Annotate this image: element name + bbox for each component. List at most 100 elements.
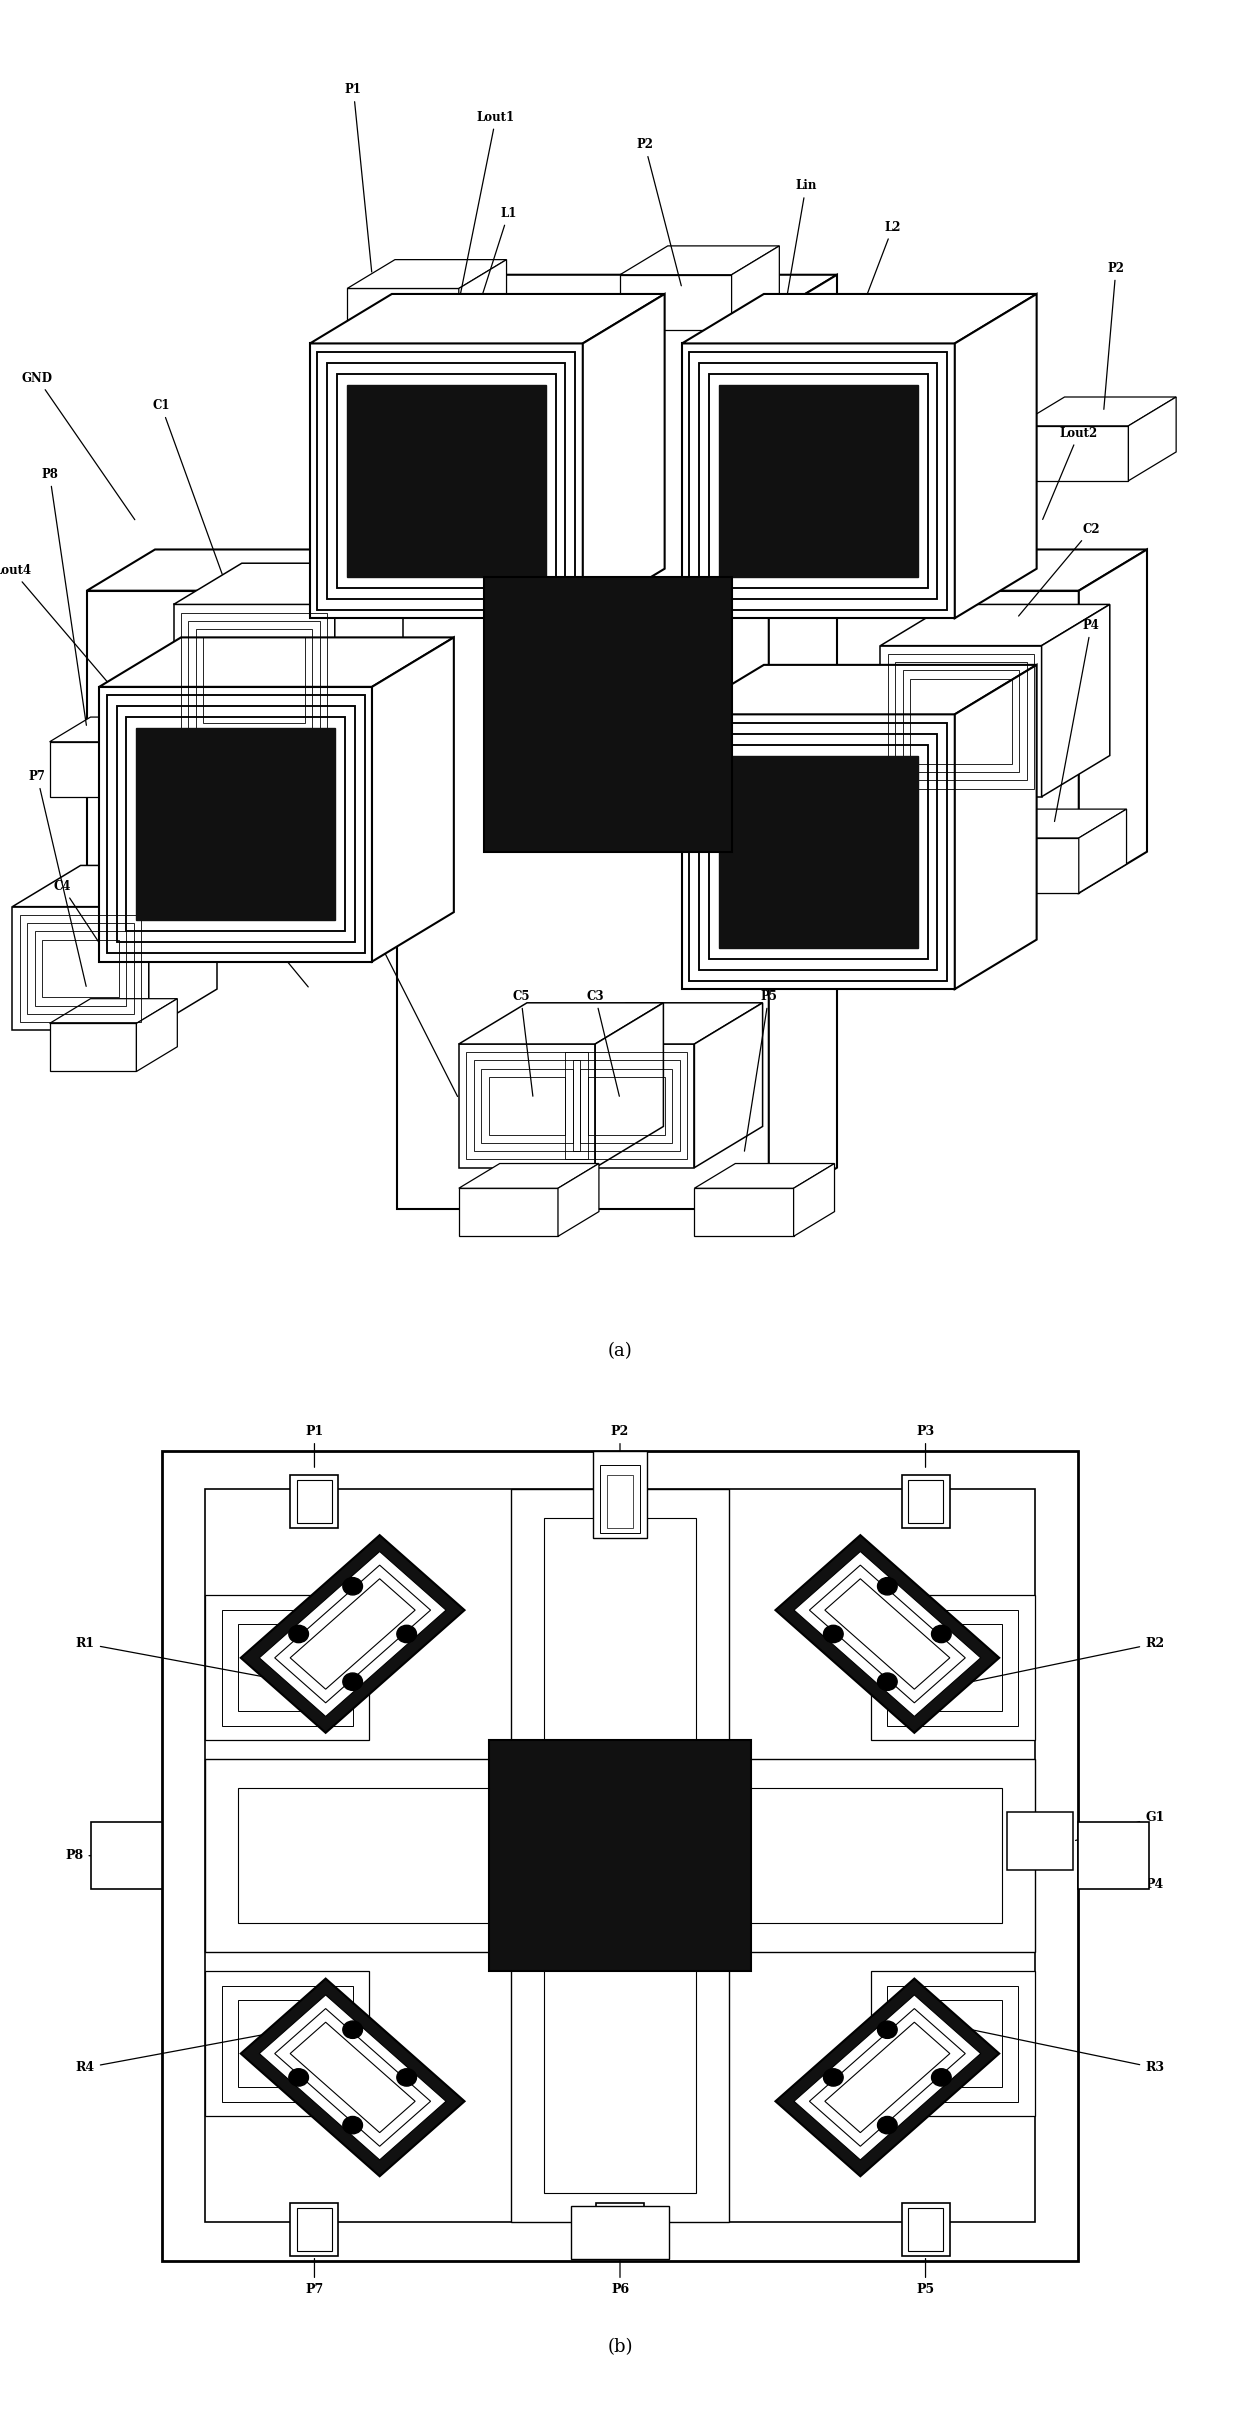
Text: (a): (a): [608, 1342, 632, 1359]
Text: P2: P2: [636, 137, 681, 287]
Polygon shape: [769, 275, 837, 1210]
Polygon shape: [290, 1475, 339, 1528]
Polygon shape: [880, 605, 1110, 646]
Polygon shape: [682, 665, 1037, 713]
Polygon shape: [136, 998, 177, 1072]
Polygon shape: [259, 1552, 446, 1716]
Polygon shape: [275, 1564, 430, 1704]
Text: Lin: Lin: [781, 178, 817, 328]
Polygon shape: [459, 1188, 558, 1236]
Polygon shape: [901, 2203, 950, 2256]
Polygon shape: [347, 386, 546, 576]
Text: GND: GND: [21, 371, 135, 521]
Polygon shape: [794, 1164, 835, 1236]
Polygon shape: [310, 345, 583, 617]
Circle shape: [342, 1673, 362, 1689]
Polygon shape: [810, 1564, 965, 1704]
Text: P1: P1: [345, 84, 372, 272]
Polygon shape: [222, 1610, 352, 1726]
Circle shape: [342, 1579, 362, 1595]
Text: R1: R1: [76, 1636, 290, 1682]
Polygon shape: [459, 1164, 599, 1188]
Polygon shape: [12, 865, 217, 906]
Text: L2: L2: [844, 222, 901, 354]
Text: P4: P4: [1081, 1877, 1164, 1892]
Text: Lout4: Lout4: [0, 564, 110, 684]
Polygon shape: [50, 718, 177, 742]
Polygon shape: [543, 1518, 697, 2193]
Text: P6: P6: [611, 2258, 629, 2297]
Polygon shape: [459, 1044, 595, 1169]
Polygon shape: [347, 289, 459, 345]
Polygon shape: [372, 636, 454, 962]
Text: P4: P4: [1054, 619, 1100, 822]
Polygon shape: [794, 1995, 981, 2159]
Circle shape: [823, 2068, 843, 2087]
Polygon shape: [1079, 810, 1126, 894]
Text: L3: L3: [945, 812, 1025, 877]
Polygon shape: [489, 1740, 751, 1971]
Text: G1: G1: [1075, 1810, 1164, 1841]
Polygon shape: [1079, 549, 1147, 894]
Polygon shape: [825, 1579, 950, 1689]
Polygon shape: [1079, 1822, 1149, 1889]
Circle shape: [931, 1624, 951, 1644]
Polygon shape: [136, 728, 335, 921]
Polygon shape: [558, 1044, 694, 1169]
Polygon shape: [595, 1003, 663, 1169]
Polygon shape: [908, 1480, 942, 1523]
Text: C2: C2: [1018, 523, 1100, 617]
Polygon shape: [967, 810, 1126, 839]
Polygon shape: [732, 246, 780, 330]
Polygon shape: [682, 713, 955, 988]
Polygon shape: [310, 294, 665, 345]
Polygon shape: [682, 345, 955, 617]
Polygon shape: [206, 1595, 370, 1740]
Polygon shape: [825, 2022, 950, 2133]
Polygon shape: [694, 1188, 794, 1236]
Polygon shape: [775, 1535, 999, 1733]
Polygon shape: [570, 2205, 670, 2258]
Text: P5: P5: [916, 2258, 935, 2297]
Text: P1: P1: [305, 1424, 324, 1468]
Polygon shape: [1007, 1812, 1073, 1870]
Polygon shape: [87, 590, 1079, 894]
Text: C1: C1: [153, 400, 222, 574]
Text: Lout2: Lout2: [1043, 427, 1097, 521]
Polygon shape: [1042, 605, 1110, 798]
Polygon shape: [206, 1759, 1034, 1952]
Polygon shape: [901, 1475, 950, 1528]
Polygon shape: [161, 1451, 1079, 2261]
Polygon shape: [50, 742, 136, 798]
Circle shape: [289, 2068, 309, 2087]
Polygon shape: [290, 2022, 415, 2133]
Polygon shape: [99, 636, 454, 687]
Text: P7: P7: [305, 2258, 324, 2297]
Circle shape: [397, 2068, 417, 2087]
Polygon shape: [603, 1480, 637, 1523]
Polygon shape: [967, 839, 1079, 894]
Polygon shape: [606, 1475, 634, 1528]
Text: P8: P8: [41, 468, 87, 725]
Polygon shape: [511, 1489, 729, 2222]
Circle shape: [823, 1624, 843, 1644]
Polygon shape: [558, 1003, 763, 1044]
Text: P5: P5: [744, 991, 777, 1152]
Polygon shape: [1017, 398, 1176, 427]
Text: C4: C4: [53, 880, 110, 959]
Circle shape: [289, 1624, 309, 1644]
Text: P3: P3: [916, 1424, 935, 1468]
Polygon shape: [238, 1624, 336, 1711]
Polygon shape: [603, 2208, 637, 2251]
Polygon shape: [459, 260, 507, 345]
Polygon shape: [880, 646, 1042, 798]
Polygon shape: [50, 1024, 136, 1072]
Polygon shape: [91, 1822, 161, 1889]
Circle shape: [342, 2022, 362, 2039]
Polygon shape: [12, 906, 149, 1031]
Polygon shape: [583, 294, 665, 617]
Polygon shape: [397, 316, 769, 1210]
Circle shape: [878, 2022, 898, 2039]
Polygon shape: [335, 564, 403, 757]
Text: P2: P2: [611, 1424, 629, 1468]
